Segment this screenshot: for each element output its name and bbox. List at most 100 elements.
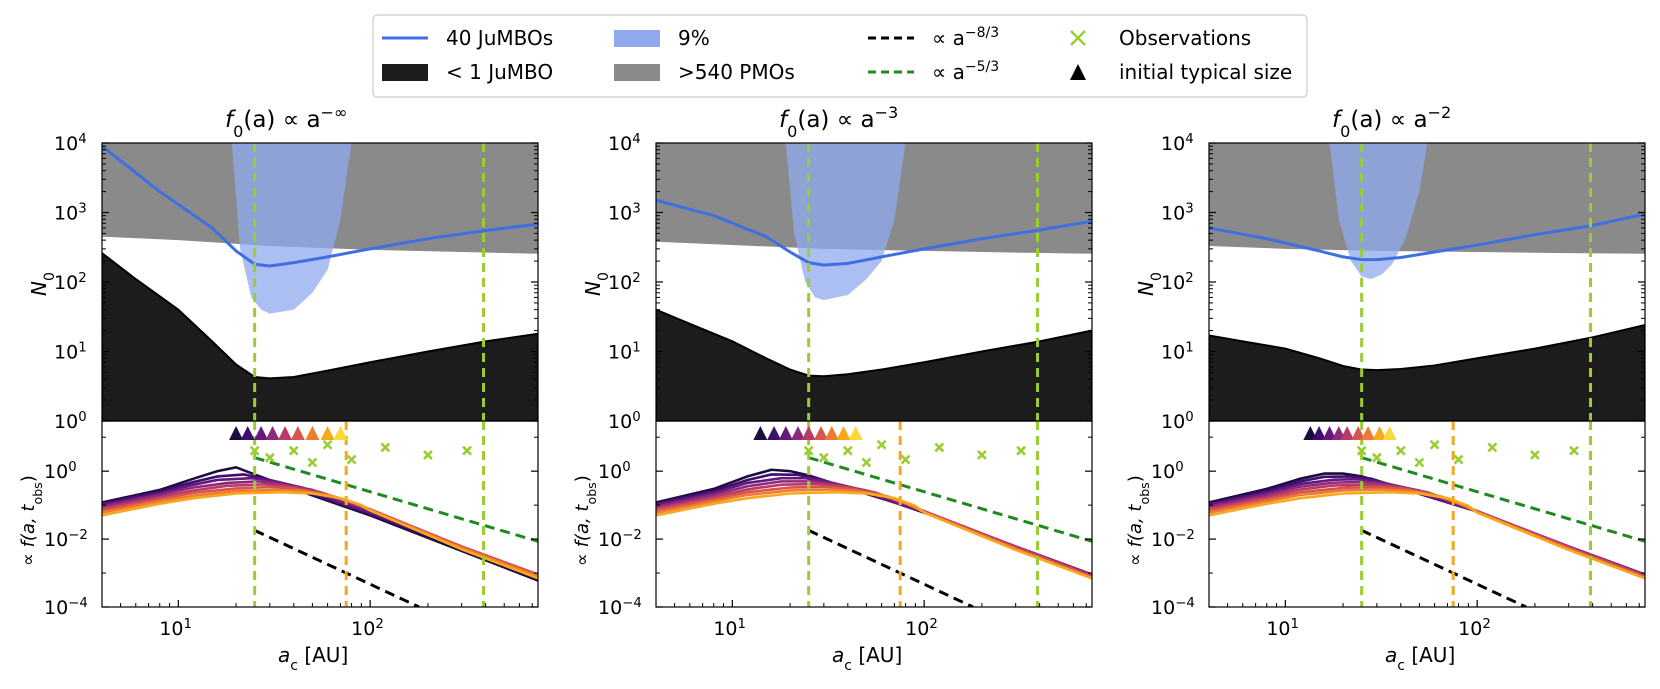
- observation-marker: [842, 445, 853, 456]
- bottom-plot-area: [656, 421, 1092, 607]
- observation-marker: [307, 457, 318, 468]
- observation-marker: [900, 454, 911, 465]
- observation-marker: [861, 457, 872, 468]
- y-tick-label: 103: [54, 201, 87, 225]
- bottom-axes-frame: [101, 420, 539, 608]
- y-tick-label: 104: [54, 132, 87, 156]
- panel-title: f0(a) ∝ a−3: [779, 103, 898, 141]
- nine-percent-band: [785, 143, 906, 301]
- x-tick-label: 101: [159, 617, 192, 641]
- observation-marker: [1569, 445, 1579, 456]
- y-tick-label: 10−2: [598, 528, 642, 552]
- y-tick-label: 10−2: [1151, 528, 1195, 552]
- observation-marker: [1395, 445, 1406, 456]
- legend-label: >540 PMOs: [678, 60, 795, 84]
- initial-size-triangle: [791, 426, 806, 440]
- observation-marker: [1414, 457, 1425, 468]
- y-tick-label: 101: [608, 340, 641, 364]
- observation-marker: [1356, 445, 1367, 456]
- observation-marker: [876, 439, 887, 450]
- slope-5-3-line: [1361, 456, 1645, 543]
- initial-size-triangle: [767, 426, 782, 440]
- observation-marker: [322, 439, 333, 450]
- y-tick-label: 104: [608, 132, 641, 156]
- observation-marker: [380, 442, 391, 453]
- observation-marker: [422, 450, 433, 460]
- initial-size-triangle: [848, 426, 863, 440]
- y-tick-label: 103: [1161, 201, 1194, 225]
- x-tick-label: 101: [1266, 617, 1299, 641]
- legend-label: Observations: [1119, 26, 1251, 50]
- initial-size-triangle: [305, 426, 320, 440]
- y-axis-label-top: N0: [581, 272, 612, 296]
- jumbo-40-line: [656, 198, 1092, 267]
- observation-marker: [264, 452, 275, 463]
- y-tick-label: 101: [54, 340, 87, 364]
- y-tick-label: 10−2: [44, 528, 88, 552]
- bottom-axes-frame: [655, 420, 1093, 608]
- y-tick-label: 100: [608, 410, 641, 434]
- y-tick-label: 100: [1151, 460, 1184, 484]
- jumbo-lt1-region: [102, 251, 538, 421]
- legend-item: 9%: [614, 26, 710, 50]
- observation-marker: [1487, 442, 1498, 453]
- legend-label: ∝ a−5/3: [932, 59, 999, 84]
- top-plot-area: [656, 143, 1092, 421]
- initial-size-triangle: [240, 426, 255, 440]
- y-axis-label-bottom: ∝ f(a, tobs): [572, 475, 599, 566]
- legend-swatch: [614, 30, 660, 47]
- initial-size-triangle: [1340, 426, 1355, 440]
- y-tick-label: 100: [598, 460, 631, 484]
- observation-marker: [249, 445, 260, 456]
- legend-item: >540 PMOs: [614, 60, 795, 84]
- y-tick-label: 102: [608, 271, 641, 295]
- y-axis-label-top: N0: [1134, 272, 1165, 296]
- y-tick-label: 102: [1161, 271, 1194, 295]
- nine-percent-band: [231, 143, 352, 314]
- initial-size-triangle: [801, 426, 816, 440]
- legend: 40 JuMBOs < 1 JuMBO 9% >540 PMOs ∝ a−8/3 ∝ a−…: [372, 14, 1308, 98]
- x-tick-label: 102: [905, 617, 938, 641]
- y-tick-label: 103: [608, 201, 641, 225]
- observation-marker: [976, 450, 987, 460]
- distribution-curve: [1209, 490, 1645, 580]
- observation-marker: [1429, 439, 1440, 450]
- slope-8-3-line: [808, 529, 974, 607]
- initial-size-triangle: [836, 426, 851, 440]
- x-tick-label: 102: [1458, 617, 1491, 641]
- y-tick-label: 100: [1161, 410, 1194, 434]
- y-tick-label: 104: [1161, 132, 1194, 156]
- observation-marker: [1529, 450, 1540, 460]
- initial-size-triangle: [278, 426, 293, 440]
- initial-size-triangle: [814, 426, 829, 440]
- initial-size-triangle: [1351, 426, 1366, 440]
- legend-marker-triangle: [1070, 64, 1086, 80]
- pmo-region: [1209, 143, 1645, 254]
- observation-marker: [1371, 452, 1382, 463]
- legend-label: 9%: [678, 26, 710, 50]
- legend-item: initial typical size: [1070, 60, 1292, 84]
- y-tick-label: 10−4: [1151, 596, 1195, 620]
- x-axis-label: ac [AU]: [278, 643, 348, 674]
- y-tick-label: 10−4: [598, 596, 642, 620]
- x-axis-label: ac [AU]: [1385, 643, 1455, 674]
- observation-marker: [818, 452, 829, 463]
- observation-marker: [288, 445, 299, 456]
- initial-size-triangle: [753, 426, 768, 440]
- slope-5-3-line: [254, 456, 538, 543]
- legend-item: 40 JuMBOs: [382, 26, 553, 50]
- initial-size-triangle: [1322, 426, 1337, 440]
- initial-size-triangle: [265, 426, 280, 440]
- initial-size-triangle: [333, 426, 348, 440]
- legend-marker-x: [1070, 30, 1086, 46]
- slope-5-3-line: [808, 456, 1092, 543]
- observation-marker: [803, 445, 814, 456]
- legend-label: 40 JuMBOs: [446, 26, 553, 50]
- initial-size-triangle: [1372, 426, 1387, 440]
- panel-title: f0(a) ∝ a−2: [1332, 103, 1451, 141]
- legend-label: initial typical size: [1119, 60, 1292, 84]
- initial-size-triangle: [320, 426, 335, 440]
